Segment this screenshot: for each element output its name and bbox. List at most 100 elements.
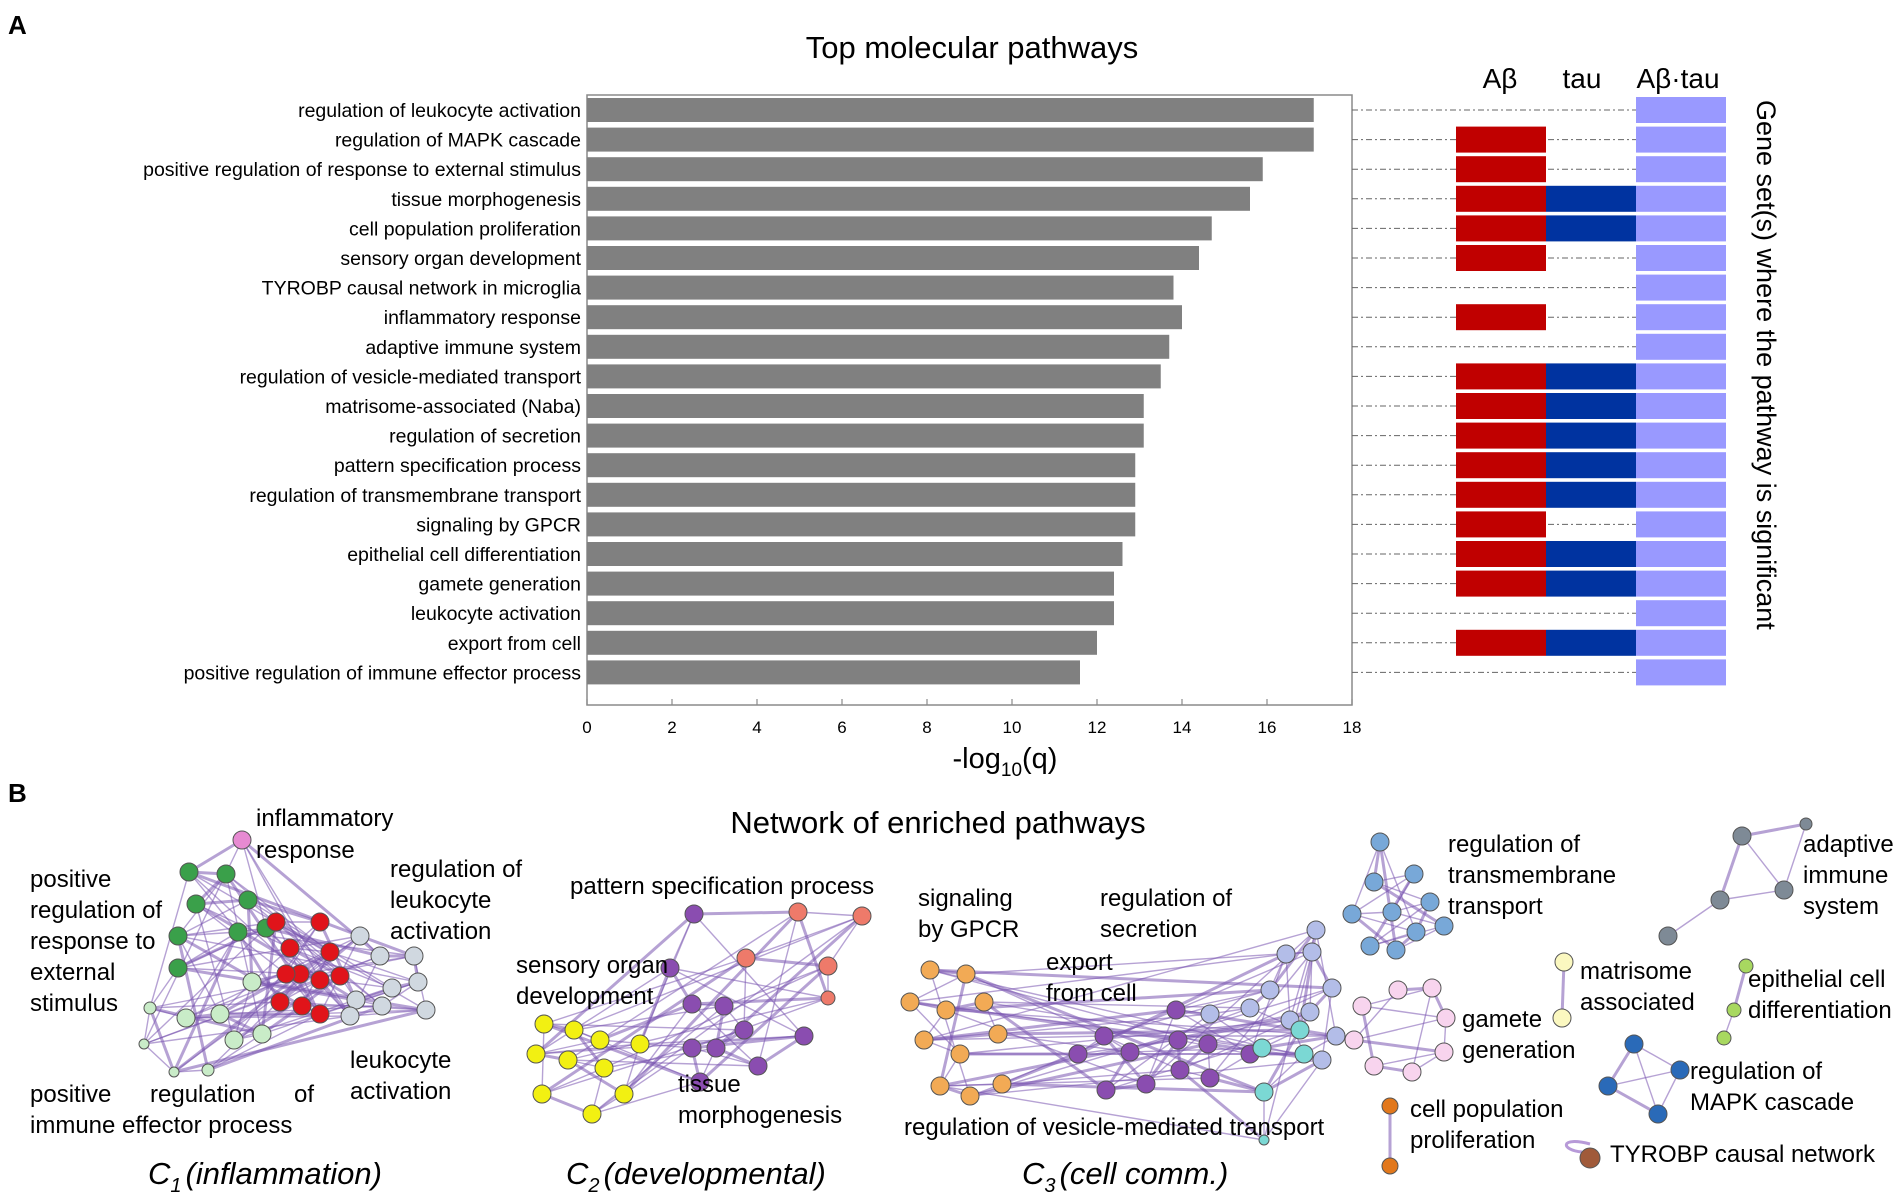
c2-edge-66: [567, 1058, 625, 1096]
c2-node-1: [788, 902, 808, 922]
c2-edge-17: [543, 957, 747, 1025]
heatmap-col-abeta-tau: Aβ·tau: [1636, 63, 1719, 94]
category-label-10: matrisome-associated (Naba): [325, 396, 581, 418]
category-label-19: positive regulation of immune effector p…: [184, 662, 582, 684]
net-label-signaling: signaling: [918, 885, 1013, 912]
c2-node-0: [684, 904, 704, 924]
c2-node-9: [734, 1020, 754, 1040]
net-label-tissue: tissue: [678, 1071, 741, 1098]
cp-node-1: [1381, 1157, 1399, 1175]
c1-node-35: [138, 1038, 150, 1050]
heatmap-cell-14-0: [1456, 511, 1546, 538]
c2-edge-13: [573, 915, 863, 1031]
c3-edge-5: [909, 973, 967, 1003]
c1-node-27: [416, 1000, 436, 1020]
c1-edge-78: [279, 934, 361, 1004]
c3-node-21: [1166, 1000, 1186, 1020]
heatmap-cell-4-0: [1456, 215, 1546, 242]
net-label-proliferation: proliferation: [1410, 1127, 1535, 1154]
c3-node-1: [956, 964, 976, 984]
c1-node-9: [266, 912, 286, 932]
c3-node-27: [1322, 978, 1342, 998]
mk-node-3: [1648, 1104, 1668, 1124]
category-label-4: cell population proliferation: [349, 218, 581, 240]
c2-node-21: [532, 1084, 552, 1104]
net-label-leukocyte: leukocyte: [390, 887, 491, 914]
c3-node-31: [1290, 1020, 1310, 1040]
c1-node-34: [143, 1001, 157, 1015]
net-label-transport: transport: [1448, 893, 1543, 920]
c2-node-11: [748, 1056, 768, 1076]
bar-12: [587, 453, 1136, 478]
heatmap-cell-11-2: [1636, 422, 1726, 449]
net-label-positive-2: positive: [30, 1081, 111, 1108]
ep-node-2: [1716, 1030, 1732, 1046]
category-label-0: regulation of leukocyte activation: [298, 100, 581, 122]
c1-node-36: [168, 1066, 180, 1078]
bar-9: [587, 364, 1161, 389]
c2-node-6: [660, 958, 680, 978]
c1-node-20: [350, 926, 370, 946]
net-label-reg-of-tm: regulation of: [1448, 831, 1580, 858]
c3-node-37: [1258, 1134, 1270, 1146]
gm-edge-10: [1373, 1051, 1445, 1067]
c3-edge-105: [1261, 1034, 1337, 1050]
net-label-activation-2: activation: [350, 1078, 451, 1105]
mk-edge-3: [1607, 1084, 1659, 1116]
category-label-2: positive regulation of response to exter…: [143, 159, 581, 181]
category-label-1: regulation of MAPK cascade: [335, 130, 581, 152]
c1-edge-1: [241, 839, 267, 929]
c3-node-36: [1312, 1050, 1332, 1070]
c3-node-10: [992, 1074, 1012, 1094]
c3-node-30: [1306, 920, 1326, 940]
c3-edge-110: [1263, 1059, 1323, 1141]
c3-node-3: [936, 1000, 956, 1020]
net-label-response: response: [256, 837, 355, 864]
net-label-leukocyte-2: leukocyte: [350, 1047, 451, 1074]
c1-node-6: [228, 922, 248, 942]
c3-edge-23: [983, 1001, 1263, 1049]
c1-node-17: [330, 966, 350, 986]
c3-edge-13: [909, 953, 1287, 1003]
tm-edge-19: [1369, 925, 1445, 947]
gm-edge-9: [1353, 1038, 1445, 1054]
c1-node-23: [408, 972, 428, 992]
gm-node-0: [1388, 980, 1408, 1000]
heatmap-cell-5-2: [1636, 245, 1726, 271]
c3-node-15: [1136, 1074, 1156, 1094]
tyrobp-self-loop: [1564, 1140, 1591, 1154]
c1-edge-126: [149, 1006, 263, 1036]
x-tick-label-12: 12: [1088, 718, 1107, 737]
c2-node-22: [582, 1104, 602, 1124]
c3-node-17: [1170, 1060, 1190, 1080]
c1-node-4: [238, 890, 258, 910]
bar-1: [587, 127, 1314, 152]
net-label-export: export: [1046, 949, 1113, 976]
c3-node-8: [930, 1076, 950, 1096]
heatmap-cell-8-2: [1636, 333, 1726, 360]
panel-b-label: B: [8, 778, 27, 808]
net-label-morphogenesis: morphogenesis: [678, 1102, 842, 1129]
bar-10: [587, 394, 1144, 418]
c2-node-24: [630, 1034, 650, 1054]
gm-node-6: [1364, 1056, 1384, 1076]
c2-edge-30: [638, 967, 672, 1045]
heatmap-cell-7-2: [1636, 304, 1726, 331]
heatmap-cell-15-1: [1546, 541, 1636, 567]
c3-edge-64: [1145, 1009, 1177, 1085]
c2-node-13: [682, 1038, 702, 1058]
c3-edge-8: [965, 951, 1313, 975]
ai-node-3: [1710, 890, 1730, 910]
c3-edge-29: [923, 1035, 1105, 1041]
heatmap-cell-9-2: [1636, 363, 1726, 390]
c1-edge-129: [148, 1007, 176, 1073]
ai-edge-2: [1741, 835, 1785, 891]
c2-edge-50: [639, 1035, 805, 1045]
c1-edge-124: [233, 981, 253, 1041]
heatmap-cell-3-2: [1636, 185, 1726, 212]
net-label-matrisome: matrisome: [1580, 958, 1692, 985]
c3-node-12: [1094, 1026, 1114, 1046]
heatmap-cell-10-1: [1546, 393, 1636, 419]
gm-node-3: [1436, 1008, 1456, 1028]
tm-node-4: [1382, 902, 1402, 922]
